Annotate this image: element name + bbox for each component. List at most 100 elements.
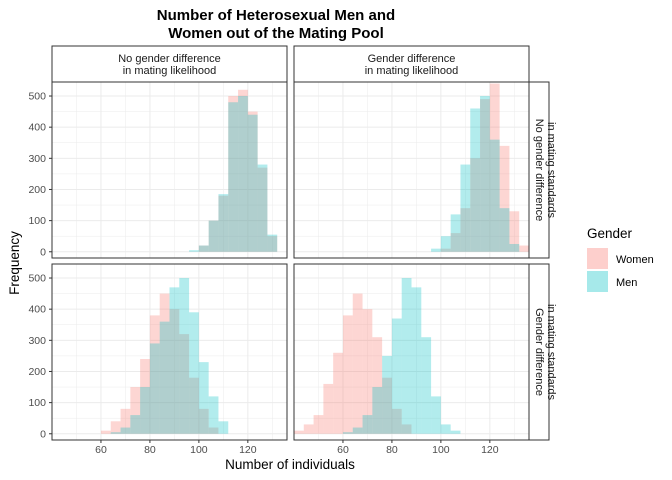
chart-title-line-1: Number of Heterosexual Men and bbox=[157, 7, 395, 24]
series-men bbox=[189, 96, 278, 252]
row-strip-label-line: in mating standards bbox=[545, 304, 557, 400]
bar-men bbox=[228, 102, 239, 252]
bar-men bbox=[267, 234, 278, 252]
column-strip-label-line: No gender difference bbox=[118, 53, 221, 65]
bar-men bbox=[431, 396, 441, 434]
bar-men bbox=[421, 337, 432, 434]
bar-men bbox=[208, 220, 219, 252]
legend: Gender Women Men bbox=[587, 226, 654, 292]
bar-women bbox=[499, 145, 510, 252]
bar-women bbox=[179, 334, 190, 434]
bar-men bbox=[440, 424, 451, 434]
bar-men bbox=[382, 355, 392, 434]
facet-panel-1-1 bbox=[293, 263, 530, 441]
y-tick-label: 100 bbox=[28, 397, 46, 409]
bar-men bbox=[198, 362, 209, 434]
bar-men bbox=[189, 250, 199, 252]
strip-background bbox=[528, 81, 550, 259]
panel-border bbox=[51, 263, 288, 441]
bar-women bbox=[140, 359, 150, 434]
y-tick-label: 300 bbox=[28, 153, 46, 165]
bar-men bbox=[208, 396, 219, 434]
series-women bbox=[294, 293, 412, 434]
bar-women bbox=[440, 248, 451, 252]
legend-title: Gender bbox=[587, 226, 633, 241]
bar-women bbox=[159, 293, 170, 434]
y-tick-label: 500 bbox=[28, 273, 46, 285]
x-tick-label: 60 bbox=[95, 444, 107, 456]
x-tick-label: 80 bbox=[386, 444, 398, 456]
bar-women bbox=[198, 408, 209, 434]
bar-men bbox=[401, 278, 412, 434]
bar-women bbox=[198, 245, 209, 252]
bar-men bbox=[218, 421, 229, 434]
bar-women bbox=[228, 96, 239, 252]
x-tick-label: 120 bbox=[481, 444, 499, 456]
series-men bbox=[110, 278, 229, 434]
x-axis-title: Number of individuals bbox=[225, 457, 355, 472]
bar-men bbox=[431, 248, 441, 252]
y-tick-label: 200 bbox=[28, 184, 46, 196]
bar-women bbox=[372, 337, 383, 434]
bar-women bbox=[189, 377, 199, 434]
bar-men bbox=[198, 245, 209, 252]
bar-men bbox=[411, 287, 422, 434]
bar-women bbox=[208, 220, 219, 252]
bar-men bbox=[218, 194, 229, 252]
y-axis-title: Frequency bbox=[7, 231, 22, 295]
x-tick-label: 100 bbox=[190, 444, 208, 456]
facet-panel-0-1 bbox=[293, 81, 530, 259]
bar-women bbox=[401, 424, 412, 434]
bar-women bbox=[509, 211, 520, 252]
bar-women bbox=[519, 245, 529, 252]
bar-men bbox=[120, 427, 131, 434]
bar-women bbox=[238, 89, 248, 252]
bar-men bbox=[179, 278, 190, 434]
y-tick-label: 500 bbox=[28, 91, 46, 103]
series-women bbox=[198, 89, 278, 252]
row-strip-1: Gender difference in mating standards bbox=[528, 263, 557, 441]
bar-men bbox=[149, 343, 160, 434]
bar-men bbox=[460, 164, 471, 252]
facet-panel-0-0 bbox=[51, 81, 288, 259]
bar-women bbox=[450, 233, 461, 252]
y-tick-label: 400 bbox=[28, 304, 46, 316]
bar-women bbox=[267, 236, 278, 252]
bar-women bbox=[323, 383, 334, 434]
bar-men bbox=[391, 318, 402, 434]
bar-women bbox=[362, 309, 373, 434]
bar-women bbox=[489, 83, 500, 252]
bar-men bbox=[489, 139, 500, 252]
bar-men bbox=[110, 432, 121, 434]
bar-men bbox=[372, 387, 383, 434]
bar-women bbox=[313, 415, 324, 434]
strip-background bbox=[51, 45, 288, 83]
bar-women bbox=[169, 309, 180, 434]
bar-women bbox=[257, 167, 268, 252]
bar-women bbox=[342, 315, 353, 434]
bar-men bbox=[169, 287, 180, 434]
legend-label-women: Women bbox=[616, 254, 654, 266]
y-tick-label: 0 bbox=[40, 428, 46, 440]
chart-title-line-2: Women out of the Mating Pool bbox=[168, 25, 384, 42]
bar-men bbox=[480, 96, 490, 252]
bar-men bbox=[450, 214, 461, 252]
column-strip-label-line: in mating likelihood bbox=[365, 65, 459, 77]
bar-women bbox=[149, 315, 160, 434]
bar-women bbox=[460, 208, 471, 252]
strip-background bbox=[528, 263, 550, 441]
row-strip-label-line: in mating standards bbox=[545, 122, 557, 218]
row-strip-label-line: Gender difference bbox=[533, 308, 545, 396]
bar-women bbox=[480, 99, 490, 252]
bar-women bbox=[294, 430, 304, 434]
bar-women bbox=[333, 352, 343, 434]
bar-men bbox=[352, 427, 363, 434]
x-tick-label: 100 bbox=[432, 444, 450, 456]
bar-women bbox=[247, 111, 258, 252]
bar-men bbox=[362, 415, 373, 434]
series-men bbox=[431, 96, 520, 252]
x-tick-label: 80 bbox=[144, 444, 156, 456]
series-women bbox=[100, 293, 219, 434]
